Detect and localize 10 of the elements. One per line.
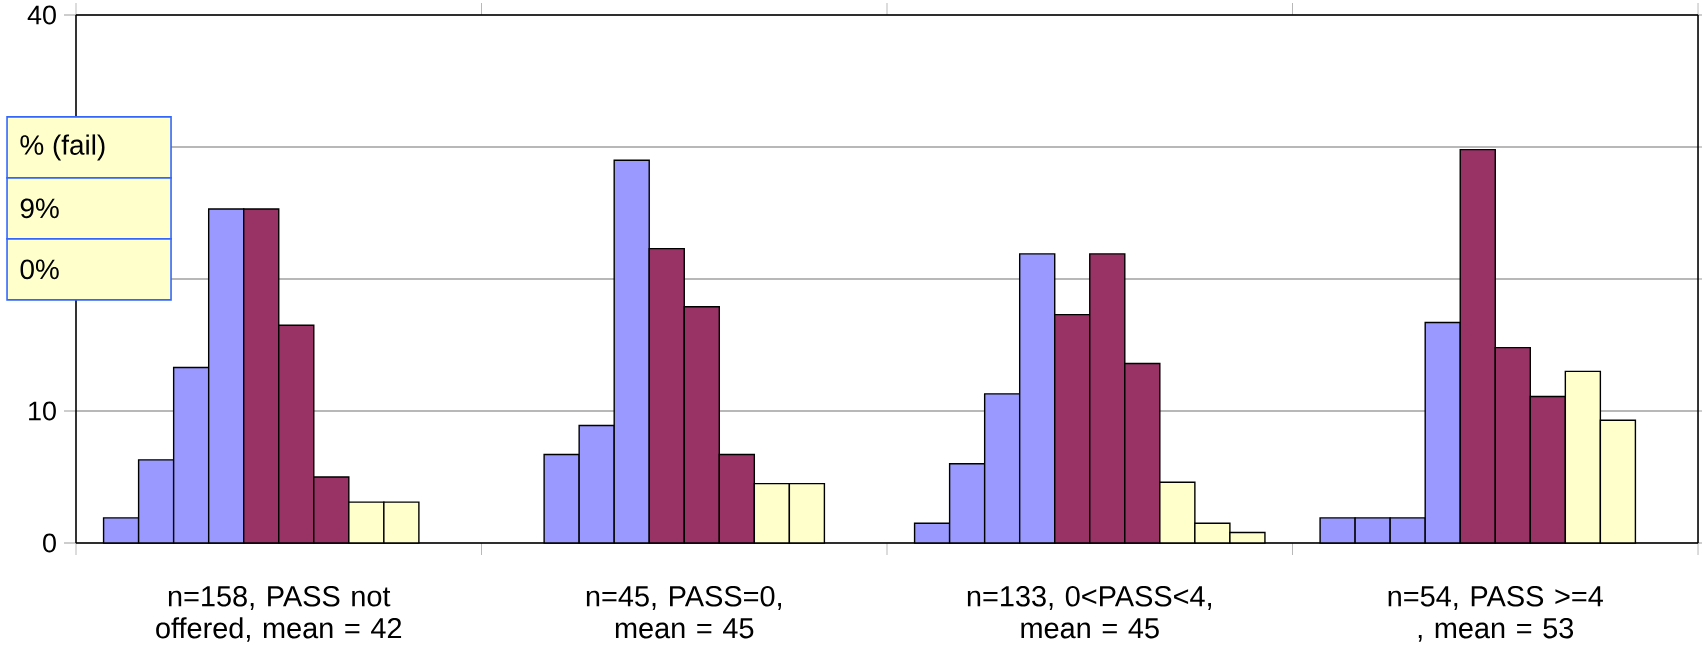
x-tick-label: n=45, PASS=0, mean = 45 — [586, 586, 781, 639]
text: 0% — [20, 259, 59, 280]
x-tick-label: n=133, 0<PASS<4, mean = 45 — [967, 586, 1211, 639]
y-tick-label: 0 — [43, 533, 56, 553]
y-tick-label: 40 — [27, 5, 56, 25]
x-tick-label: n=54, PASS >=4 , mean = 53 — [1388, 586, 1603, 642]
annotation: % (fail) — [20, 134, 105, 161]
text: 9% — [20, 198, 59, 219]
y-tick-label: 10 — [29, 401, 56, 421]
x-tick-label: n=158, PASS not offered, mean = 42 — [156, 586, 402, 642]
